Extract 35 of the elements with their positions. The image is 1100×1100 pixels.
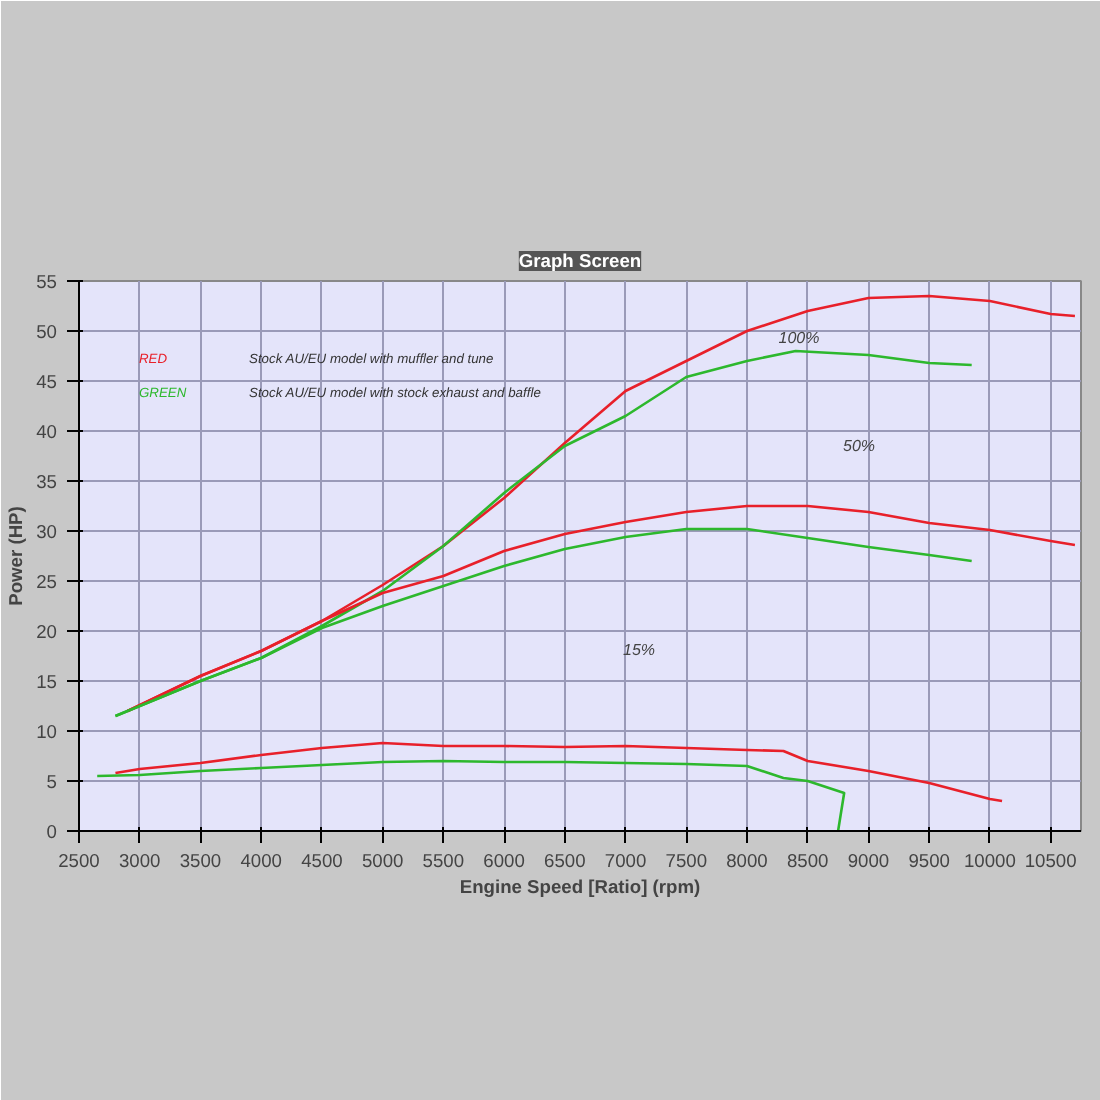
y-tick-label: 25 bbox=[36, 572, 58, 592]
y-tick-label: 15 bbox=[36, 672, 58, 692]
annotation: 50% bbox=[842, 437, 876, 455]
x-tick-label: 4500 bbox=[301, 851, 343, 871]
x-tick-label: 3500 bbox=[179, 851, 222, 871]
x-tick-label: 10500 bbox=[1024, 851, 1077, 871]
x-tick-label: 4000 bbox=[240, 851, 282, 871]
x-tick-label: 9500 bbox=[908, 851, 950, 871]
y-tick-label: 20 bbox=[36, 622, 58, 642]
x-tick-label: 8500 bbox=[786, 851, 829, 871]
x-tick-label: 7000 bbox=[604, 851, 647, 871]
y-tick-label: 35 bbox=[36, 472, 58, 492]
x-tick-label: 5500 bbox=[422, 851, 465, 871]
x-tick-label: 3000 bbox=[118, 851, 161, 871]
y-tick-label: 45 bbox=[36, 372, 58, 392]
x-tick-label: 6000 bbox=[483, 851, 525, 871]
y-tick-label: 30 bbox=[36, 522, 58, 542]
chart-title: Graph Screen bbox=[518, 251, 642, 271]
y-tick-label: 50 bbox=[36, 322, 58, 342]
y-tick-label: 0 bbox=[46, 822, 58, 842]
x-tick-label: 2500 bbox=[58, 851, 100, 871]
y-axis-title: Power (HP) bbox=[6, 506, 27, 606]
y-tick-label: 55 bbox=[36, 272, 58, 292]
x-tick-label: 9000 bbox=[847, 851, 890, 871]
x-tick-label: 10000 bbox=[963, 851, 1016, 871]
annotation: 15% bbox=[622, 641, 656, 659]
x-tick-label: 5000 bbox=[361, 851, 404, 871]
x-axis-title: Engine Speed [Ratio] (rpm) bbox=[459, 877, 701, 897]
y-tick-label: 5 bbox=[46, 772, 58, 792]
x-tick-label: 6500 bbox=[544, 851, 586, 871]
x-tick-label: 7500 bbox=[665, 851, 708, 871]
x-tick-label: 8000 bbox=[726, 851, 768, 871]
y-tick-label: 40 bbox=[36, 422, 58, 442]
y-tick-label: 10 bbox=[36, 722, 58, 742]
annotation: 100% bbox=[778, 329, 820, 347]
